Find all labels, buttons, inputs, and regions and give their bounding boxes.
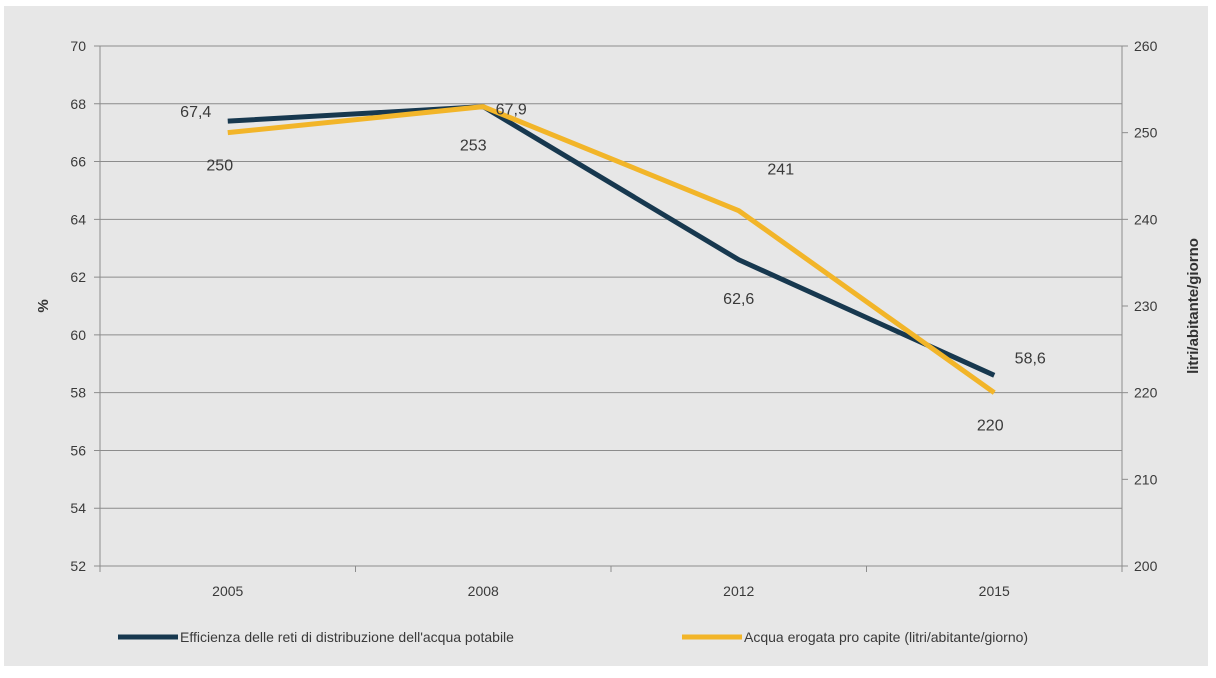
data-label: 241 — [767, 162, 794, 179]
y-left-axis-title: % — [35, 299, 52, 312]
y-left-tick-label: 54 — [70, 500, 86, 516]
x-tick-label: 2012 — [723, 583, 754, 599]
x-tick-label: 2015 — [979, 583, 1010, 599]
y-right-tick-label: 240 — [1134, 211, 1158, 227]
y-left-tick-label: 66 — [70, 154, 86, 170]
legend-label-efficienza: Efficienza delle reti di distribuzione d… — [180, 629, 514, 645]
y-right-axis-title: litri/abitante/giorno — [1185, 238, 1202, 374]
data-label: 250 — [206, 158, 233, 175]
series-layer — [227, 104, 996, 395]
grid-layer — [94, 45, 1122, 567]
y-right-tick-label: 210 — [1134, 471, 1158, 487]
y-right-tick-label: 220 — [1134, 385, 1158, 401]
x-tick-label: 2005 — [212, 583, 243, 599]
y-left-tick-label: 60 — [70, 327, 86, 343]
y-left-tick-label: 70 — [70, 38, 86, 54]
data-label: 58,6 — [1015, 350, 1046, 367]
data-label: 253 — [460, 138, 487, 155]
series-line-acqua-erogata — [227, 104, 996, 395]
y-left-tick-label: 62 — [70, 269, 86, 285]
data-label: 62,6 — [723, 291, 754, 308]
axis-layer: 52 54 56 58 60 62 64 66 68 70 200 210 220 230 240 250 26… — [35, 38, 1202, 599]
data-label-layer: 67,4 67,9 62,6 58,6 250 253 241 220 — [180, 102, 1046, 435]
data-label: 67,9 — [496, 102, 527, 119]
y-left-tick-label: 58 — [70, 385, 86, 401]
legend: Efficienza delle reti di distribuzione d… — [118, 629, 1028, 645]
legend-label-acqua-erogata: Acqua erogata pro capite (litri/abitante… — [744, 629, 1028, 645]
data-label: 220 — [977, 418, 1004, 435]
series-line-efficienza — [227, 104, 996, 378]
y-left-tick-label: 64 — [70, 211, 86, 227]
y-left-tick-label: 56 — [70, 442, 86, 458]
chart-background — [4, 6, 1208, 666]
y-right-tick-label: 200 — [1134, 558, 1158, 574]
y-right-tick-label: 230 — [1134, 298, 1158, 314]
y-right-tick-label: 260 — [1134, 38, 1158, 54]
x-tick-label: 2008 — [468, 583, 499, 599]
y-left-tick-label: 52 — [70, 558, 86, 574]
y-left-tick-label: 68 — [70, 96, 86, 112]
y-right-tick-label: 250 — [1134, 125, 1158, 141]
data-label: 67,4 — [180, 104, 211, 121]
